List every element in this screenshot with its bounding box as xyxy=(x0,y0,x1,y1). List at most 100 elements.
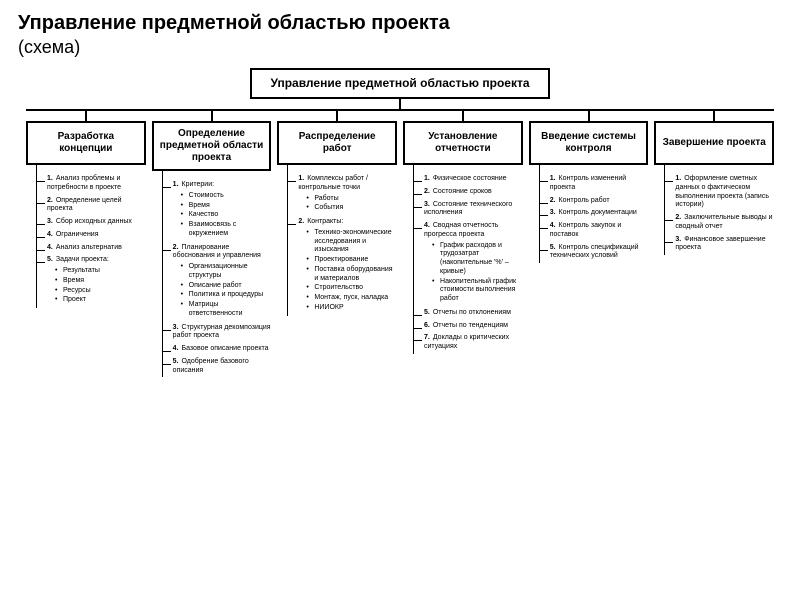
subitem: Ресурсы xyxy=(55,287,146,296)
item-label: Контроль закупок и поставок xyxy=(550,222,622,238)
item-rail: 1.Анализ проблемы и потребности в проект… xyxy=(36,173,146,308)
list-item: 4.Ограничения xyxy=(37,229,146,242)
list-item: 3.Сбор исходных данных xyxy=(37,216,146,229)
item-label: Финансовое завершение проекта xyxy=(675,236,765,252)
connector-items-vertical xyxy=(413,165,414,173)
item-label: Сбор исходных данных xyxy=(56,218,132,225)
subitem: Стоимость xyxy=(181,192,272,201)
subitem: Монтаж, пуск, наладка xyxy=(306,294,397,303)
item-number: 3. xyxy=(550,209,556,216)
item-number: 6. xyxy=(424,322,430,329)
item-label: Состояние технического исполнения xyxy=(424,201,512,217)
subitem: Описание работ xyxy=(181,282,272,291)
subitem-list: График расходов и трудозатрат (накопител… xyxy=(432,242,523,304)
subitem-list: СтоимостьВремяКачествоВзаимосвязь с окру… xyxy=(181,192,272,239)
item-rail: 1.Контроль изменений проекта2.Контроль р… xyxy=(539,173,649,263)
list-item: 3.Контроль документации xyxy=(540,207,649,220)
item-label: Состояние сроков xyxy=(433,188,492,195)
item-number: 3. xyxy=(173,324,179,331)
list-item: 5.Одобрение базового описания xyxy=(163,356,272,378)
item-number: 2. xyxy=(675,214,681,221)
list-item: 2.Контракты:Технико-экономические исслед… xyxy=(288,216,397,316)
item-rail: 1.Критерии:СтоимостьВремяКачествоВзаимос… xyxy=(162,179,272,377)
list-item: 4.Контроль закупок и поставок xyxy=(540,220,649,242)
subitem-list: Организационные структурыОписание работП… xyxy=(181,263,272,319)
subitem: Политика и процедуры xyxy=(181,291,272,300)
item-number: 1. xyxy=(298,175,304,182)
branch-title-box: Разработка концепции xyxy=(26,121,146,165)
page-subtitle: (схема) xyxy=(18,37,782,58)
item-number: 3. xyxy=(47,218,53,225)
subitem-list: РаботыСобытия xyxy=(306,195,397,214)
item-number: 7. xyxy=(424,334,430,341)
list-item: 5.Задачи проекта:РезультатыВремяРесурсыП… xyxy=(37,254,146,308)
branches-row: Разработка концепции 1.Анализ проблемы и … xyxy=(26,111,774,377)
item-number: 1. xyxy=(675,175,681,182)
item-label: Контракты: xyxy=(307,218,343,225)
item-number: 2. xyxy=(47,197,53,204)
subitem: Проектирование xyxy=(306,256,397,265)
item-label: Отчеты по тенденциям xyxy=(433,322,508,329)
connector-branch-vertical xyxy=(713,111,715,121)
subitem: НИИОКР xyxy=(306,304,397,313)
item-number: 1. xyxy=(550,175,556,182)
item-label: Контроль документации xyxy=(559,209,637,216)
connector-branch-vertical xyxy=(588,111,590,121)
item-number: 4. xyxy=(47,244,53,251)
branch-title-box: Распределение работ xyxy=(277,121,397,165)
list-item: 2.Заключительные выводы и сводный отчет xyxy=(665,212,774,234)
subitem: Технико-экономические исследования и изы… xyxy=(306,229,397,255)
list-item: 1.Критерии:СтоимостьВремяКачествоВзаимос… xyxy=(163,179,272,242)
subitem: Работы xyxy=(306,195,397,204)
branch-column: Завершение проекта1.Оформление сметных д… xyxy=(654,111,774,377)
item-number: 4. xyxy=(47,231,53,238)
connector-items-vertical xyxy=(162,171,163,179)
item-number: 5. xyxy=(47,256,53,263)
connector-branch-vertical xyxy=(85,111,87,121)
branch-title-box: Определение предметной области проекта xyxy=(152,121,272,171)
root-node: Управление предметной областью проекта xyxy=(250,68,549,99)
subitem: Матрицы ответственности xyxy=(181,301,272,319)
list-item: 2.Планирование обоснования и управленияО… xyxy=(163,242,272,322)
item-label: Доклады о критических ситуациях xyxy=(424,334,509,350)
branch-column: Распределение работ 1.Комплексы работ / к… xyxy=(277,111,397,377)
item-label: Определение целей проекта xyxy=(47,197,122,213)
branch-column: Разработка концепции 1.Анализ проблемы и … xyxy=(26,111,146,377)
list-item: 3.Структурная декомпозиция работ проекта xyxy=(163,322,272,344)
connector-items-vertical xyxy=(36,165,37,173)
connector-items-vertical xyxy=(664,165,665,173)
subitem: График расходов и трудозатрат (накопител… xyxy=(432,242,523,277)
list-item: 4.Базовое описание проекта xyxy=(163,343,272,356)
branch-column: Установление отчетности 1.Физическое сост… xyxy=(403,111,523,377)
connector-root-vertical xyxy=(399,99,401,109)
item-number: 5. xyxy=(173,358,179,365)
list-item: 1.Комплексы работ / контрольные точкиРаб… xyxy=(288,173,397,216)
branch-column: Определение предметной области проекта 1.… xyxy=(152,111,272,377)
item-number: 3. xyxy=(675,236,681,243)
subitem: Строительство xyxy=(306,284,397,293)
item-number: 5. xyxy=(550,244,556,251)
subitem: Организационные структуры xyxy=(181,263,272,281)
item-rail: 1.Физическое состояние2.Состояние сроков… xyxy=(413,173,523,354)
connector-branch-vertical xyxy=(462,111,464,121)
subitem: Время xyxy=(181,202,272,211)
list-item: 1.Оформление сметных данных о фактическо… xyxy=(665,173,774,212)
item-label: Планирование обоснования и управления xyxy=(173,244,261,260)
list-item: 1.Анализ проблемы и потребности в проект… xyxy=(37,173,146,195)
branch-title-box: Введение системы контроля xyxy=(529,121,649,165)
branch-title-box: Установление отчетности xyxy=(403,121,523,165)
subitem: Накопительный график стоимости выполнени… xyxy=(432,278,523,304)
item-rail: 1.Оформление сметных данных о фактическо… xyxy=(664,173,774,255)
list-item: 5.Отчеты по отклонениям xyxy=(414,307,523,320)
item-rail: 1.Комплексы работ / контрольные точкиРаб… xyxy=(287,173,397,316)
connector-branch-vertical xyxy=(336,111,338,121)
subitem: Проект xyxy=(55,296,146,305)
list-item: 7.Доклады о критических ситуациях xyxy=(414,332,523,354)
item-label: Анализ альтернатив xyxy=(56,244,122,251)
subitem: Поставка оборудования и материалов xyxy=(306,266,397,284)
list-item: 3.Финансовое завершение проекта xyxy=(665,234,774,256)
subitem: Время xyxy=(55,277,146,286)
subitem: Результаты xyxy=(55,267,146,276)
item-label: Контроль изменений проекта xyxy=(550,175,626,191)
subitem: События xyxy=(306,204,397,213)
